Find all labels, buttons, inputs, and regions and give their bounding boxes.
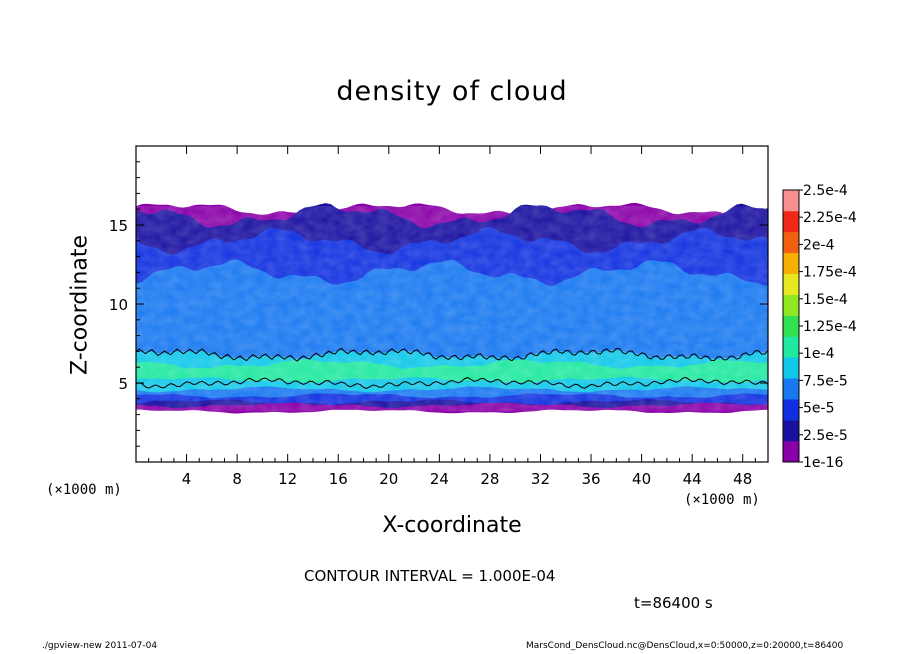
colorbar-swatch bbox=[783, 399, 799, 421]
colorbar-swatch bbox=[783, 190, 799, 212]
colorbar-label: 1e-4 bbox=[803, 346, 835, 362]
x-axis: 4 8 12 16 20 24 28 32 36 40 44 48 bbox=[148, 146, 756, 488]
x-tick-label: 44 bbox=[683, 470, 702, 488]
x-tick-label: 20 bbox=[379, 470, 398, 488]
x-tick-label: 36 bbox=[581, 470, 600, 488]
x-unit-label-left: (×1000 m) bbox=[46, 482, 122, 498]
footer-right: MarsCond_DensCloud.nc@DensCloud,x=0:5000… bbox=[526, 641, 844, 651]
colorbar-label: 2e-4 bbox=[803, 237, 835, 253]
colorbar-swatch bbox=[783, 357, 799, 379]
colorbar-swatch bbox=[783, 336, 799, 358]
x-tick-label: 40 bbox=[632, 470, 651, 488]
colorbar-label: 2.5e-5 bbox=[803, 428, 848, 444]
x-tick-label: 4 bbox=[182, 470, 192, 488]
x-tick-label: 12 bbox=[278, 470, 297, 488]
time-label: t=86400 s bbox=[634, 594, 713, 612]
colorbar-swatch bbox=[783, 294, 799, 316]
field-texture bbox=[136, 206, 768, 412]
x-tick-label: 16 bbox=[329, 470, 348, 488]
colorbar-label: 1.25e-4 bbox=[803, 319, 857, 335]
colorbar-label: 1.75e-4 bbox=[803, 265, 857, 281]
x-axis-label: X-coordinate bbox=[382, 513, 522, 538]
x-tick-label: 28 bbox=[480, 470, 499, 488]
colorbar-label: 2.25e-4 bbox=[803, 210, 857, 226]
colorbar-swatch bbox=[783, 231, 799, 254]
x-tick-label: 48 bbox=[733, 470, 752, 488]
footer-left: ./gpview-new 2011-07-04 bbox=[42, 641, 158, 651]
colorbar-swatch bbox=[783, 420, 799, 442]
colorbar-swatch bbox=[783, 378, 799, 400]
colorbar-swatch bbox=[783, 441, 799, 463]
y-tick-label: 10 bbox=[109, 296, 128, 314]
chart-title: density of cloud bbox=[336, 76, 568, 107]
colorbar-label: 2.5e-4 bbox=[803, 183, 848, 199]
x-tick-label: 24 bbox=[430, 470, 449, 488]
y-tick-label: 5 bbox=[118, 375, 128, 393]
y-tick-label: 15 bbox=[109, 217, 128, 235]
contour-interval-note: CONTOUR INTERVAL = 1.000E-04 bbox=[304, 567, 556, 585]
colorbar-label: 5e-5 bbox=[803, 401, 834, 417]
x-tick-label: 8 bbox=[232, 470, 242, 488]
colorbar-swatch bbox=[783, 273, 799, 295]
x-unit-label-right: (×1000 m) bbox=[684, 492, 760, 508]
field-noise bbox=[136, 206, 768, 412]
colorbar-label: 1e-16 bbox=[803, 455, 843, 471]
x-tick-label: 32 bbox=[531, 470, 550, 488]
colorbar-swatch bbox=[783, 210, 799, 233]
y-axis: 5 10 15 bbox=[109, 161, 768, 447]
colorbar-label: 7.5e-5 bbox=[803, 373, 848, 389]
colorbar-swatch bbox=[783, 252, 799, 274]
colorbar: 2.5e-4 2.25e-4 2e-4 1.75e-4 1.5e-4 1.25e-4 1e-… bbox=[782, 183, 857, 471]
colorbar-label: 1.5e-4 bbox=[803, 292, 848, 308]
colorbar-swatch bbox=[783, 315, 799, 337]
contour-1e-4 bbox=[136, 347, 768, 389]
y-axis-label: Z-coordinate bbox=[67, 235, 93, 375]
